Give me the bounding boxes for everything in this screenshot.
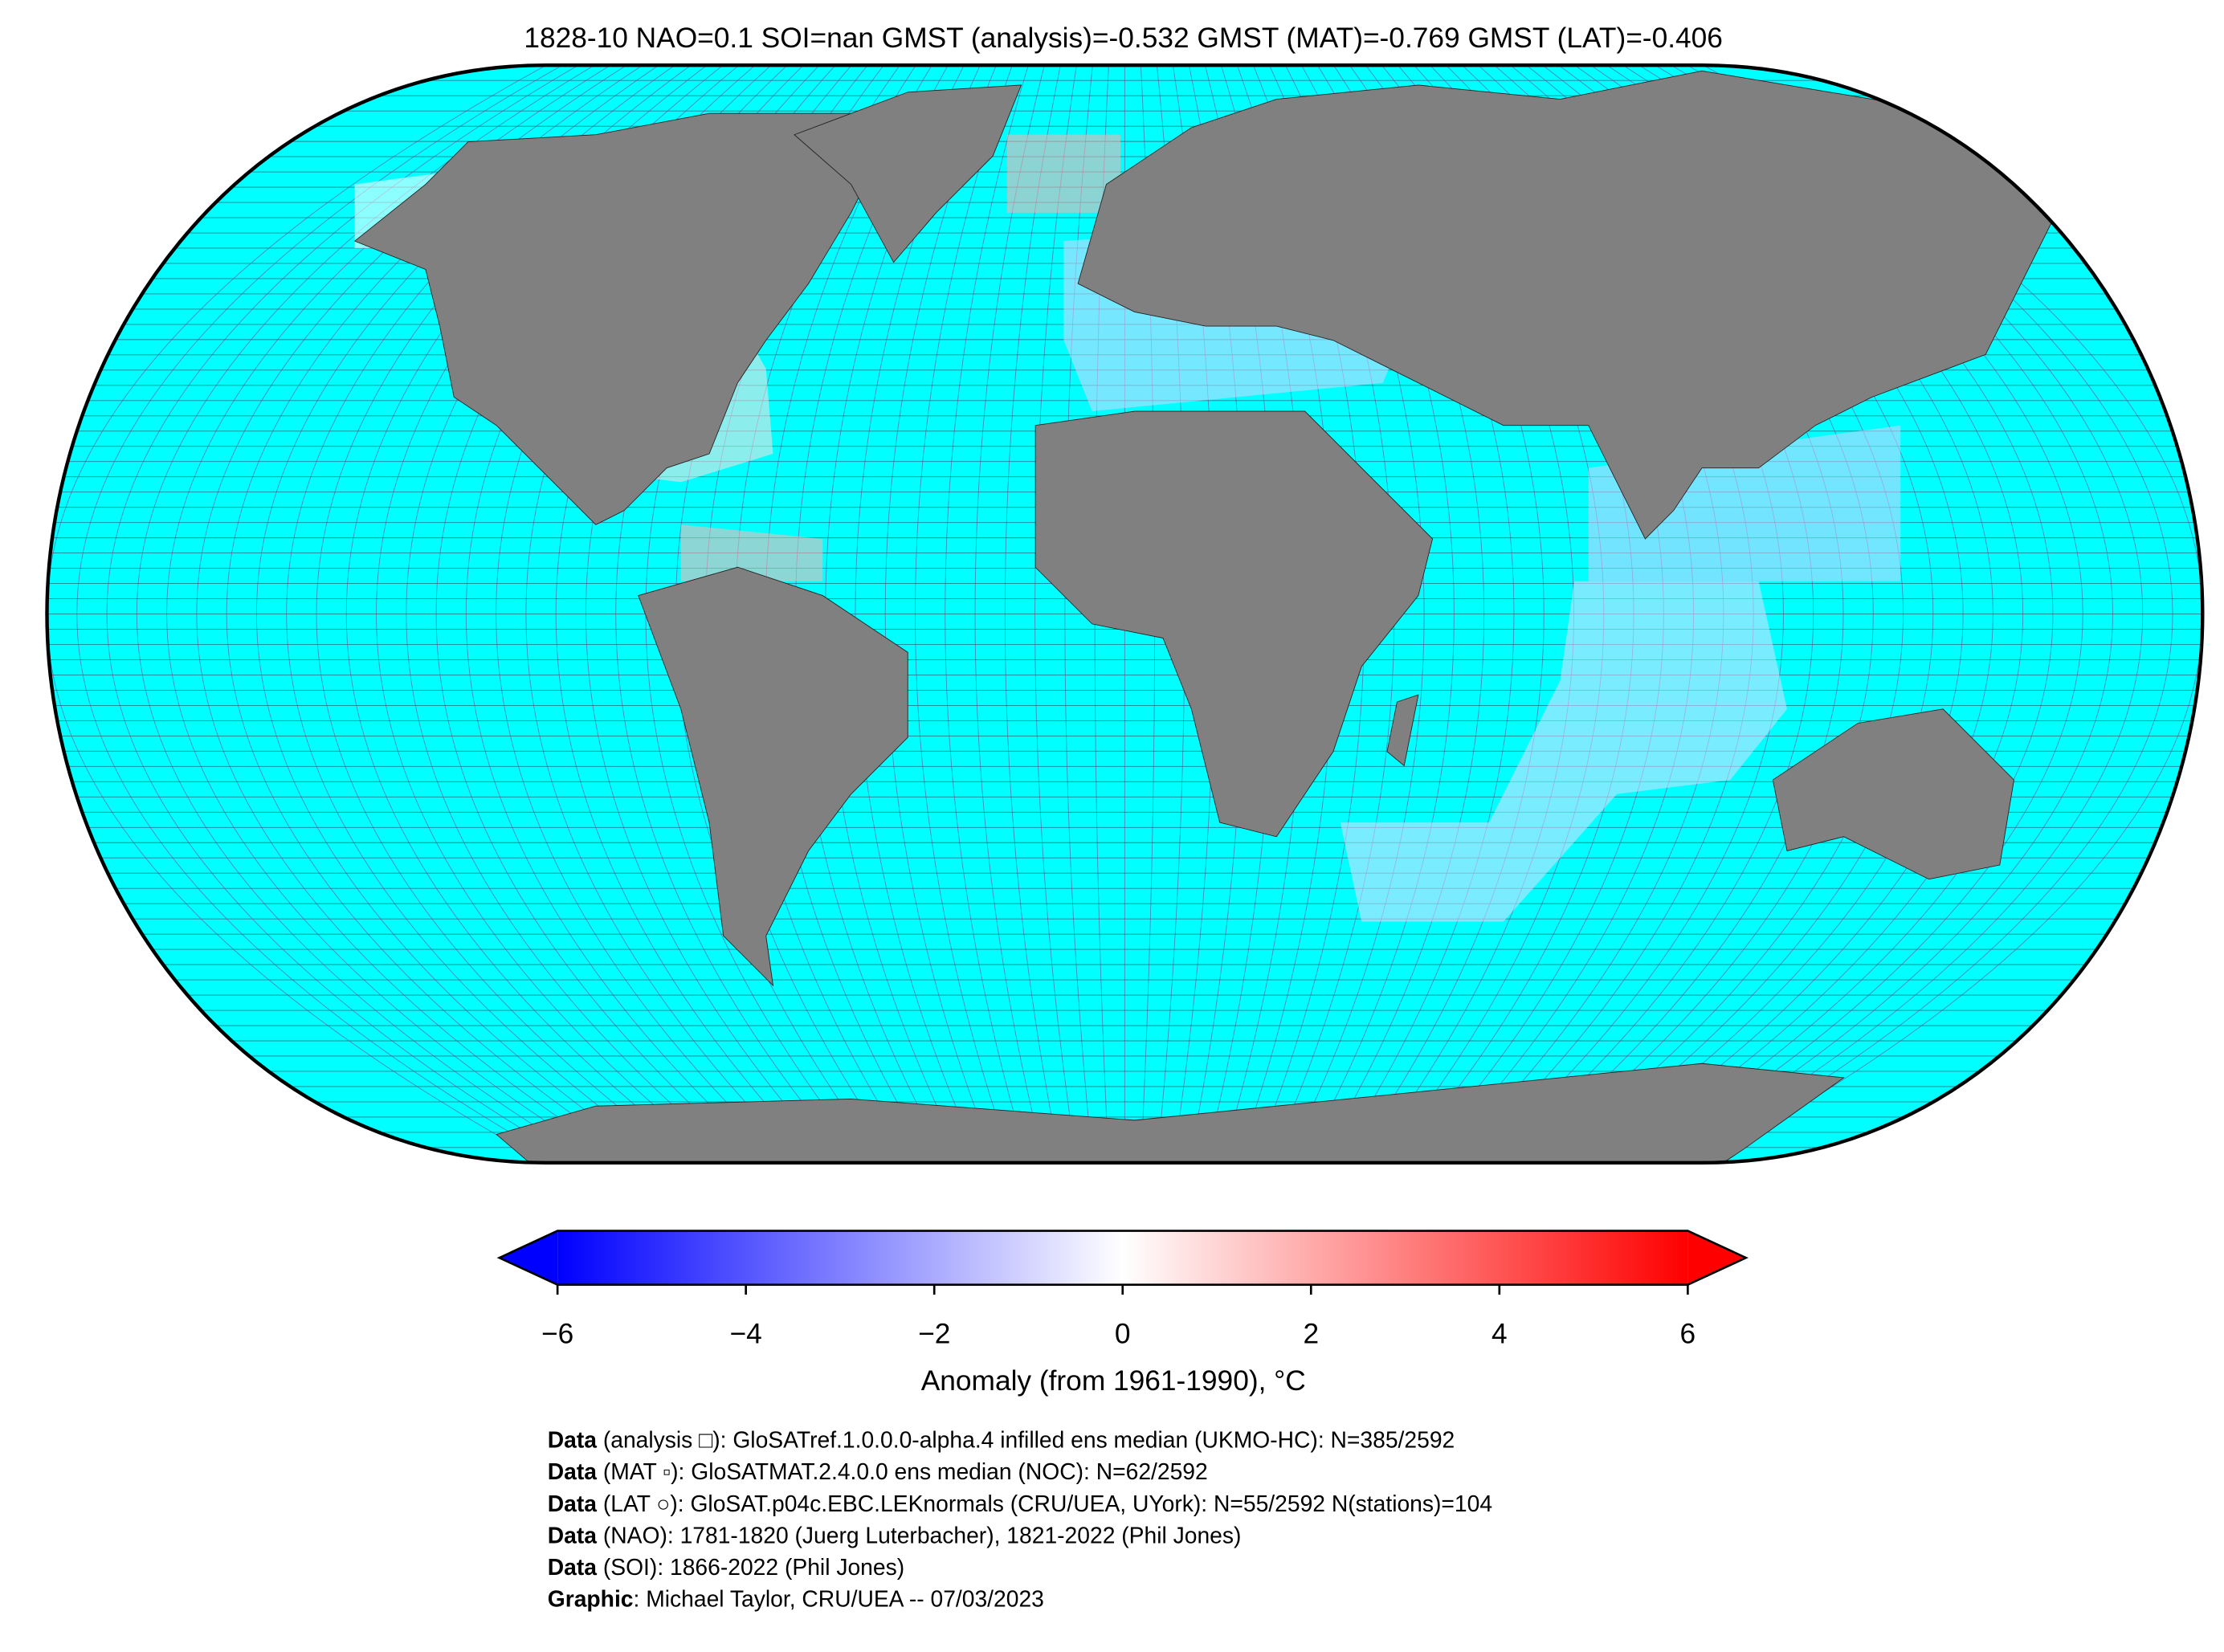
extend-low (499, 1230, 558, 1285)
credit-line: Data (LAT ○): GloSAT.p04c.EBC.LEKnormals… (548, 1491, 1492, 1516)
credit-text: (analysis □): GloSATref.1.0.0.0-alpha.4 … (597, 1427, 1455, 1453)
credit-text: (MAT ▫): GloSATMAT.2.4.0.0 ens median (N… (597, 1459, 1208, 1485)
meridian (1004, 65, 1061, 1163)
map (47, 65, 2203, 1163)
meridian (915, 65, 1013, 1163)
meridian (1064, 65, 1093, 1163)
credit-line: Data (MAT ▫): GloSATMAT.2.4.0.0 ens medi… (548, 1459, 1208, 1485)
credit-heading: Data (548, 1554, 598, 1580)
colorbar-label: Anomaly (from 1961-1990), °C (921, 1365, 1306, 1397)
land (353, 70, 2057, 1163)
extend-high (1687, 1230, 1746, 1285)
credit-heading: Data (548, 1523, 598, 1548)
title: 1828-10 NAO=0.1 SOI=nan GMST (analysis)=… (524, 22, 1723, 54)
meridian (106, 65, 579, 1163)
credit-heading: Graphic (548, 1586, 634, 1612)
map-outline (45, 63, 2205, 1165)
credit-heading: Data (548, 1427, 598, 1453)
colorbar-tick-label: −4 (730, 1319, 762, 1350)
meridian (945, 65, 1029, 1163)
credit-line: Data (NAO): 1781-1820 (Juerg Luterbacher… (548, 1523, 1242, 1548)
colorbar: −6 −4 −2 0 2 4 6 (496, 1230, 1749, 1350)
meridian (1034, 65, 1077, 1163)
colorbar-tick-label: −6 (541, 1319, 573, 1350)
credit-text: (SOI): 1866-2022 (Phil Jones) (597, 1554, 904, 1580)
credit-line: Data (analysis □): GloSATref.1.0.0.0-alp… (548, 1427, 1455, 1453)
colorbar-tick-label: 2 (1303, 1319, 1319, 1350)
meridian (974, 65, 1045, 1163)
colorbar-tick-label: 4 (1492, 1319, 1508, 1350)
colorbar-body (557, 1230, 1688, 1285)
colorbar-tick-label: −2 (918, 1319, 950, 1350)
credit-text: : Michael Taylor, CRU/UEA -- 07/03/2023 (634, 1586, 1044, 1612)
credit-text: (NAO): 1781-1820 (Juerg Luterbacher), 18… (597, 1523, 1241, 1548)
meridian (884, 65, 997, 1163)
meridian (76, 65, 563, 1163)
credit-line: Graphic: Michael Taylor, CRU/UEA -- 07/0… (548, 1586, 1044, 1612)
credit-text: (LAT ○): GloSAT.p04c.EBC.LEKnormals (CRU… (597, 1491, 1492, 1516)
credit-heading: Data (548, 1459, 598, 1485)
credit-line: Data (SOI): 1866-2022 (Phil Jones) (548, 1554, 904, 1580)
colorbar-tick-label: 6 (1680, 1319, 1696, 1350)
credit-heading: Data (548, 1491, 598, 1516)
credits: Data (analysis □): GloSATref.1.0.0.0-alp… (548, 1427, 1492, 1612)
colorbar-tick-label: 0 (1115, 1319, 1131, 1350)
